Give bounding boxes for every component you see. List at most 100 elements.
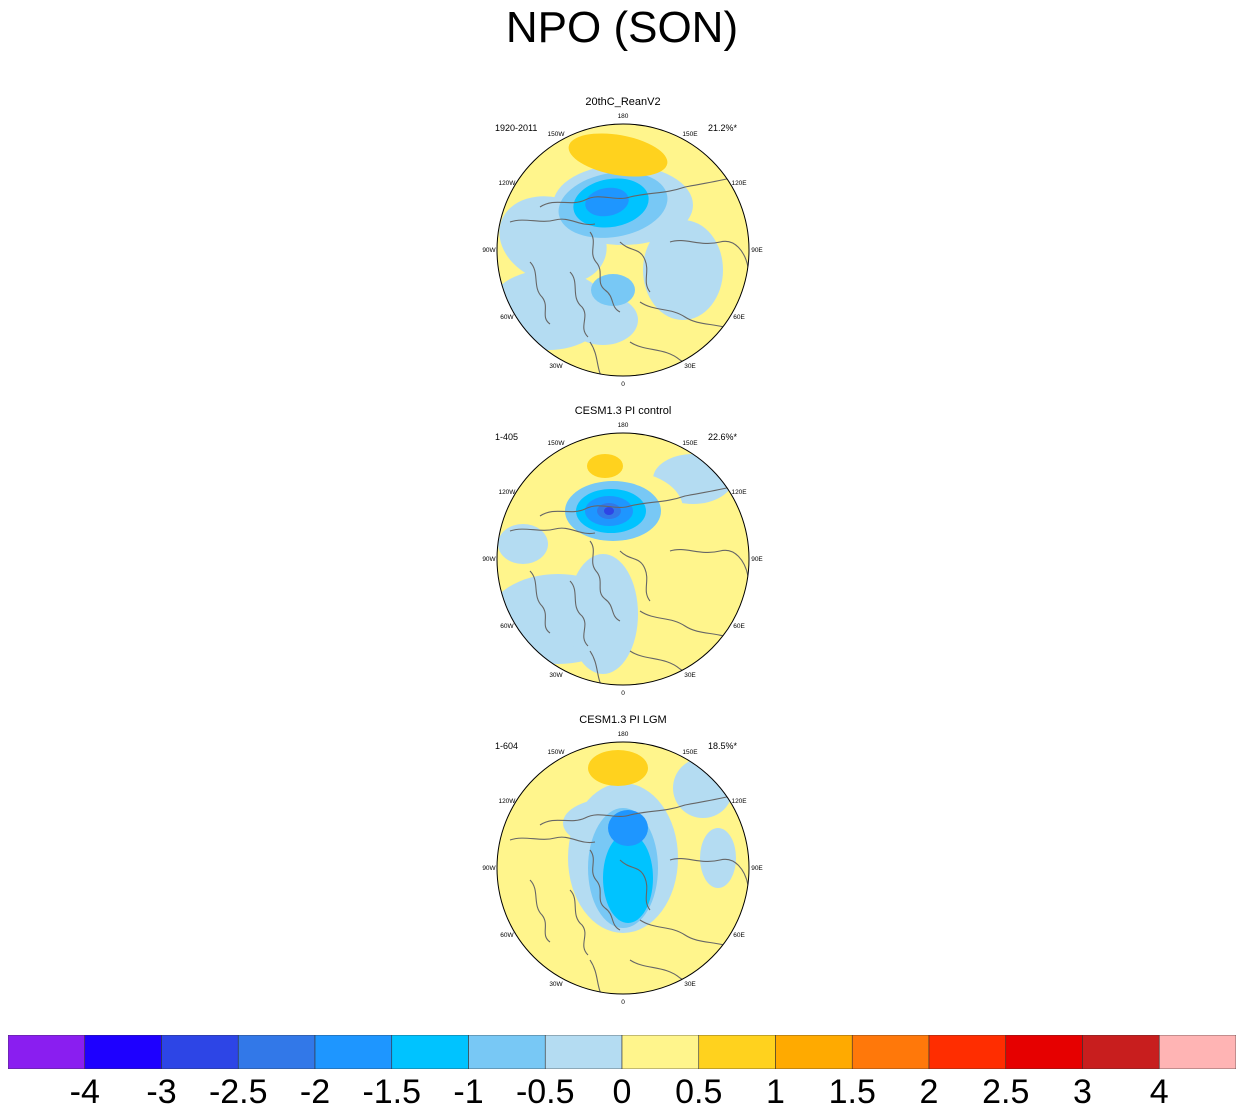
colorbar-tick-label: -2 xyxy=(299,1073,331,1111)
coastline xyxy=(619,241,651,293)
colorbar-bin xyxy=(775,1035,853,1069)
anomaly-contour xyxy=(568,133,668,177)
anomaly-contour xyxy=(603,833,653,923)
panel-variance: 22.6%* xyxy=(708,432,738,442)
map-panel-pi-control: CESM1.3 PI control 1-405 22.6%* 180 150E 1… xyxy=(470,405,776,705)
anomaly-contour xyxy=(588,750,648,786)
colorbar-tick-label: 4 xyxy=(1149,1073,1169,1111)
coastline xyxy=(529,261,551,325)
coastline xyxy=(589,341,606,376)
colorbar-tick-label: 0 xyxy=(612,1073,632,1111)
anomaly-contour xyxy=(591,274,635,306)
longitude-label: 60E xyxy=(733,623,745,630)
longitude-label: 120W xyxy=(498,798,516,805)
colorbar-bin xyxy=(928,1035,1007,1069)
panel-period: 1920-2011 xyxy=(495,123,538,133)
anomaly-contour xyxy=(608,810,648,846)
longitude-label: 30W xyxy=(549,981,563,988)
coastline xyxy=(509,218,596,226)
longitude-label: 150E xyxy=(682,131,698,138)
colorbar-bin xyxy=(1082,1035,1160,1069)
map-border xyxy=(496,741,750,995)
coastline xyxy=(509,527,596,535)
coastline xyxy=(589,849,621,931)
longitude-label: 30E xyxy=(684,981,696,988)
colorbar-bin xyxy=(468,1035,546,1069)
panel-title: CESM1.3 PI LGM xyxy=(579,714,667,726)
panel-title: CESM1.3 PI control xyxy=(574,405,672,417)
polar-map: 180 150E 120E 90E 60E 30E 0 30W 60W 90W 120W 150W xyxy=(482,113,763,388)
longitude-label: 30W xyxy=(549,363,563,370)
colorbar-bin xyxy=(161,1035,239,1069)
coastline xyxy=(619,859,651,911)
longitude-label: 180 xyxy=(618,422,629,429)
longitude-label: 120W xyxy=(498,489,516,496)
coastline xyxy=(569,271,589,338)
coastline xyxy=(539,794,736,826)
colorbar-tick-label: -1 xyxy=(453,1073,484,1111)
longitude-label: 90E xyxy=(751,247,763,254)
colorbar-bin xyxy=(84,1035,162,1069)
longitude-label: 0 xyxy=(621,999,625,1006)
anomaly-contour xyxy=(700,828,736,888)
colorbar-bin xyxy=(391,1035,469,1069)
colorbar-bin xyxy=(8,1035,86,1069)
longitude-label: 120W xyxy=(498,180,516,187)
colorbar-tick-label: 0.5 xyxy=(675,1073,723,1111)
longitude-label: 60W xyxy=(500,314,514,321)
longitude-label: 90E xyxy=(751,556,763,563)
longitude-label: 60W xyxy=(500,932,514,939)
panel-variance: 21.2%* xyxy=(708,123,738,133)
longitude-label: 30E xyxy=(684,363,696,370)
longitude-label: 0 xyxy=(621,690,625,697)
colorbar-bin xyxy=(1158,1035,1236,1069)
polar-map: 180 150E 120E 90E 60E 30E 0 30W 60W 90W 120W 150W xyxy=(482,731,763,1006)
coastline xyxy=(569,580,589,647)
panel-period: 1-604 xyxy=(495,741,519,751)
longitude-label: 150W xyxy=(548,440,566,447)
colorbar-bin xyxy=(621,1035,700,1069)
coastline xyxy=(589,540,621,622)
colorbar-tick-label: -1.5 xyxy=(362,1073,422,1111)
longitude-label: 60E xyxy=(733,314,745,321)
colorbar-tick-label: -2.5 xyxy=(208,1073,268,1111)
longitude-label: 90W xyxy=(482,247,496,254)
coastline xyxy=(639,610,736,642)
colorbar-tick-label: 3 xyxy=(1073,1073,1092,1111)
colorbar-tick-label: -4 xyxy=(69,1073,100,1111)
anomaly-contour xyxy=(604,507,614,515)
map-border xyxy=(496,432,750,686)
panel-period: 1-405 xyxy=(495,432,519,442)
anomaly-contour xyxy=(673,758,733,818)
longitude-label: 30E xyxy=(684,672,696,679)
longitude-label: 120E xyxy=(731,798,747,805)
coastline xyxy=(539,176,736,208)
main-title: NPO (SON) xyxy=(505,3,739,52)
coastline xyxy=(529,879,551,943)
longitude-label: 60W xyxy=(500,623,514,630)
longitude-label: 90W xyxy=(482,865,496,872)
coastline xyxy=(669,549,749,577)
colorbar-bin xyxy=(698,1035,776,1069)
panel-variance: 18.5%* xyxy=(708,741,738,751)
colorbar-bin xyxy=(237,1035,316,1069)
coastline xyxy=(589,959,606,994)
anomaly-contour xyxy=(498,524,548,564)
coastline xyxy=(589,650,606,685)
map-border xyxy=(496,123,750,377)
colorbar-tick-label: -0.5 xyxy=(515,1073,575,1111)
longitude-label: 30W xyxy=(549,672,563,679)
anomaly-contour xyxy=(585,187,629,217)
coastline xyxy=(639,919,736,951)
coastline xyxy=(569,889,589,956)
colorbar-bin xyxy=(1005,1035,1083,1069)
colorbar-tick-label: 2.5 xyxy=(982,1073,1030,1111)
longitude-label: 150W xyxy=(548,131,566,138)
coastline xyxy=(619,550,651,602)
panel-title: 20thC_ReanV2 xyxy=(585,96,661,108)
anomaly-contour xyxy=(568,554,638,674)
coastline xyxy=(669,240,749,268)
longitude-label: 90W xyxy=(482,556,496,563)
map-panel-pi-lgm: CESM1.3 PI LGM 1-604 18.5%* 180 150E 120E 9… xyxy=(470,714,776,1014)
coastline xyxy=(639,301,736,333)
